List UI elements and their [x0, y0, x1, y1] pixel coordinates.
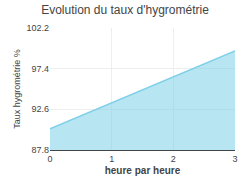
svg-text:2: 2 — [171, 154, 176, 164]
svg-text:97.4: 97.4 — [31, 64, 49, 74]
svg-text:Evolution du taux d'hygrométri: Evolution du taux d'hygrométrie — [41, 3, 209, 17]
svg-text:1: 1 — [109, 154, 114, 164]
svg-text:87.8: 87.8 — [31, 145, 49, 155]
svg-text:102.2: 102.2 — [26, 23, 49, 33]
svg-text:0: 0 — [47, 154, 52, 164]
svg-text:Taux hygrométrie %: Taux hygrométrie % — [12, 49, 22, 129]
svg-text:92.6: 92.6 — [31, 104, 49, 114]
svg-text:heure par heure: heure par heure — [105, 165, 181, 176]
svg-text:3: 3 — [232, 154, 237, 164]
